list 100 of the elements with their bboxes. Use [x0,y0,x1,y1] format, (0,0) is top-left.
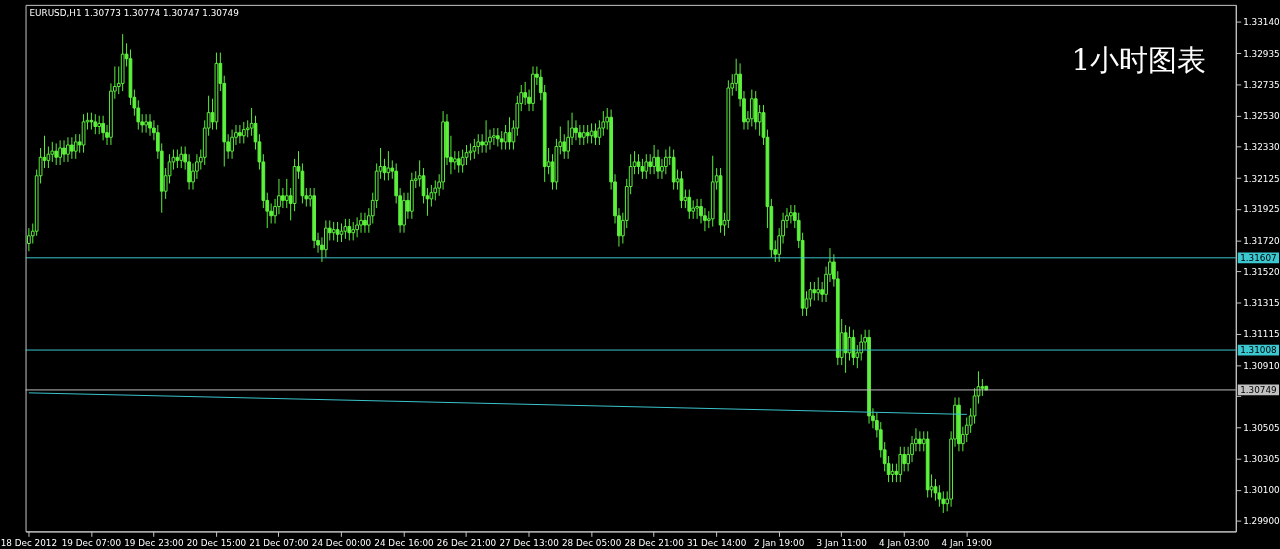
candlestick [648,153,653,175]
y-tick-label: 1.30505 [1243,422,1280,433]
candlestick [351,221,356,241]
y-tick-label: 1.30910 [1243,360,1280,371]
x-tick-label: 28 Dec 21:00 [624,537,685,548]
candlestick [574,119,578,141]
candlestick [663,149,668,175]
candlestick [472,138,477,160]
candlestick [284,178,289,209]
candlestick [452,150,457,171]
candlestick [499,130,504,151]
candlestick [902,446,907,472]
candlestick [62,139,66,163]
x-tick-label: 27 Dec 13:00 [499,537,560,548]
candlestick [359,212,363,234]
candlestick [355,216,359,238]
candlestick [66,136,70,163]
ref-line-label: 1.31008 [1240,344,1278,355]
y-tick-label: 1.31115 [1243,329,1280,340]
candlestick [495,127,500,147]
candlestick [597,119,602,146]
ref-line-label: 1.31607 [1240,252,1277,263]
x-tick-label: 24 Dec 16:00 [374,537,435,548]
candlestick [179,146,184,169]
candlestick [386,150,391,181]
candlestick [148,113,152,137]
candlestick [480,133,485,154]
candlestick [581,124,586,146]
candlestick [460,149,465,174]
candlestick [241,121,246,144]
candlestick [230,129,234,160]
candlestick [484,119,488,154]
x-tick-label: 3 Jan 11:00 [816,537,868,548]
x-tick-label: 28 Dec 05:00 [561,537,622,548]
x-tick-label: 2 Jan 19:00 [754,537,805,548]
x-tick-label: 4 Jan 19:00 [941,537,993,548]
candlestick [644,153,649,180]
y-tick-label: 1.31520 [1243,266,1280,277]
candlestick [652,144,656,175]
x-tick-label: 31 Dec 14:00 [686,537,747,548]
candlestick [656,149,660,180]
candlestick [749,89,754,127]
candlestick [691,199,696,220]
y-tick-label: 1.29900 [1243,516,1280,527]
candlestick [816,276,821,301]
y-tick-label: 1.32125 [1243,173,1280,184]
y-tick-label: 1.31925 [1243,204,1280,215]
candlestick [898,446,903,483]
candlestick [335,221,340,243]
x-tick-label: 19 Dec 23:00 [124,537,184,548]
y-tick-label: 1.30305 [1243,453,1280,464]
x-tick-label: 21 Dec 07:00 [249,537,310,548]
candlestick [331,221,336,241]
candlestick [175,149,180,169]
candlestick [54,142,59,166]
y-tick-label: 1.32530 [1243,111,1280,122]
candlestick [917,430,922,452]
candlestick [69,136,74,160]
ref-line-label: 1.30749 [1240,384,1277,395]
candlestick [585,124,590,144]
y-tick-label: 1.31720 [1243,235,1280,246]
candlestick [456,150,461,174]
candlestick [93,113,98,135]
candlestick [687,189,692,220]
candlestick [847,326,852,362]
y-tick-label: 1.31315 [1243,298,1280,309]
x-tick-label: 4 Jan 03:00 [879,537,930,548]
candlestick [343,218,348,240]
y-tick-label: 1.32330 [1243,141,1280,152]
candlestick [492,127,496,146]
x-tick-label: 18 Dec 2012 [0,537,58,548]
chart-title: EURUSD,H1 1.30773 1.30774 1.30747 1.30749 [29,7,239,18]
candlestick [593,122,598,146]
candlestick [578,124,582,146]
candlestick [636,153,641,175]
candlestick [73,133,78,160]
candlestick [58,139,62,166]
candlestick [933,478,938,502]
x-tick-label: 20 Dec 15:00 [186,537,247,548]
y-tick-label: 1.32935 [1243,48,1280,59]
x-tick-label: 24 Dec 00:00 [311,537,372,548]
candlestick [144,113,148,134]
y-tick-label: 1.33140 [1243,17,1280,28]
candlestick [812,281,817,301]
candlestick [363,212,367,234]
candlestick [339,223,344,243]
candlestick [851,329,856,366]
candlestick [589,122,594,144]
y-tick-label: 1.32735 [1243,79,1280,90]
candlestick [281,187,285,209]
candlestick [890,463,895,483]
annotation: 1小时图表 [1071,42,1207,77]
candlestick [101,115,105,141]
y-tick-label: 1.30100 [1243,485,1280,496]
candlestick [476,133,481,155]
candlestick [238,124,242,144]
x-tick-label: 19 Dec 07:00 [61,537,122,548]
x-tick-label: 26 Dec 21:00 [436,537,497,548]
candlestick [679,170,684,209]
candlestick [324,219,328,258]
